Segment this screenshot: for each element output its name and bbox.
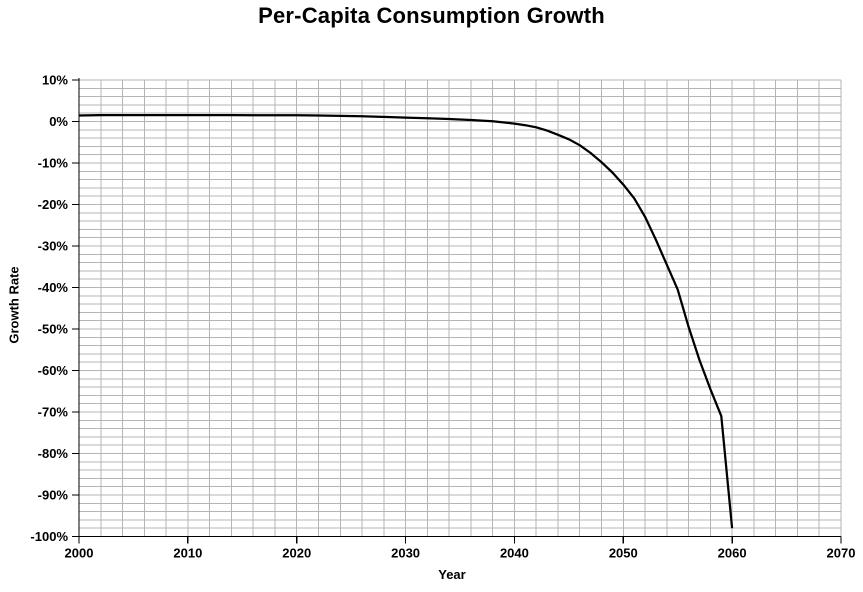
y-tick-label: -30% <box>38 239 69 254</box>
y-tick-label: -100% <box>30 529 68 544</box>
y-tick-label: 0% <box>49 114 68 129</box>
y-tick-label: 10% <box>42 73 68 88</box>
x-tick-label: 2020 <box>282 546 311 561</box>
chart-title: Per-Capita Consumption Growth <box>258 3 605 28</box>
x-tick-label: 2040 <box>500 546 529 561</box>
y-tick-label: -80% <box>38 446 69 461</box>
y-tick-label: -10% <box>38 156 69 171</box>
y-tick-label: -50% <box>38 322 69 337</box>
x-tick-label: 2050 <box>609 546 638 561</box>
x-axis-title: Year <box>438 567 466 582</box>
x-tick-label: 2000 <box>65 546 94 561</box>
x-tick-label: 2070 <box>827 546 856 561</box>
x-tick-label: 2060 <box>718 546 747 561</box>
y-tick-label: -70% <box>38 405 69 420</box>
y-tick-label: -20% <box>38 197 69 212</box>
y-tick-label: -90% <box>38 488 69 503</box>
y-tick-label: -60% <box>38 363 69 378</box>
x-tick-label: 2010 <box>173 546 202 561</box>
y-tick-label: -40% <box>38 280 69 295</box>
x-tick-label: 2030 <box>391 546 420 561</box>
series-line-growth-rate <box>78 113 734 529</box>
